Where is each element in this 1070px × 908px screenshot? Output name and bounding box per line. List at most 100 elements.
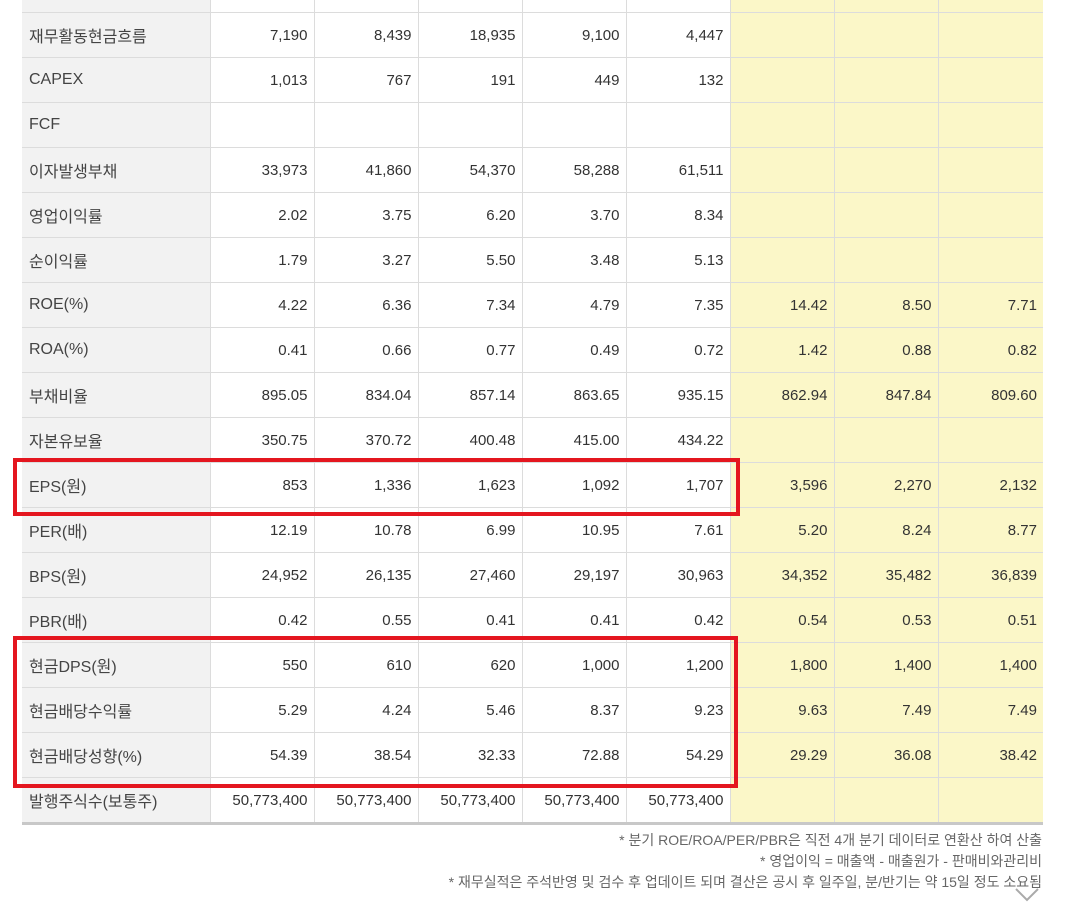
value-cell: 415.00 — [522, 417, 627, 463]
estimate-cell — [730, 57, 835, 103]
value-cell: 0.41 — [418, 597, 523, 643]
value-cell: 50,773,400 — [418, 777, 523, 825]
value-cell: 1,200 — [626, 642, 731, 688]
table-row: 부채비율 895.05 834.04 857.14 863.65 935.15 862.94… — [22, 372, 1043, 418]
table-row: 재무활동현금흐름 7,190 8,439 18,935 9,100 4,447 — [22, 12, 1043, 58]
value-cell — [314, 102, 419, 148]
value-cell: 50,773,400 — [210, 777, 315, 825]
value-cell: 6.20 — [418, 192, 523, 238]
value-cell: 54,370 — [418, 147, 523, 193]
value-cell: 4.79 — [522, 282, 627, 328]
value-cell — [522, 102, 627, 148]
value-cell: 3.27 — [314, 237, 419, 283]
estimate-cell — [834, 777, 939, 825]
footnote-update-schedule: * 재무실적은 주석반영 및 검수 후 업데이트 되며 결산은 공시 후 일주일… — [448, 874, 1042, 890]
value-cell: 2.02 — [210, 192, 315, 238]
table-row: FCF — [22, 102, 1043, 148]
estimate-cell — [938, 147, 1043, 193]
row-label: 현금배당수익률 — [22, 687, 211, 733]
estimate-cell: 5.20 — [730, 507, 835, 553]
row-label: 자본유보율 — [22, 417, 211, 463]
value-cell: 191 — [418, 57, 523, 103]
row-label: 순이익률 — [22, 237, 211, 283]
estimate-cell — [834, 237, 939, 283]
estimate-cell: 8.77 — [938, 507, 1043, 553]
financial-table-container: 재무활동현금흐름 7,190 8,439 18,935 9,100 4,447 CAPEX 1… — [22, 0, 1043, 825]
value-cell: 3.75 — [314, 192, 419, 238]
value-cell — [626, 102, 731, 148]
estimate-cell: 0.88 — [834, 327, 939, 373]
row-label: BPS(원) — [22, 552, 211, 598]
estimate-cell — [938, 192, 1043, 238]
estimate-cell: 36,839 — [938, 552, 1043, 598]
estimate-cell — [938, 102, 1043, 148]
value-cell: 434.22 — [626, 417, 731, 463]
estimate-cell — [730, 102, 835, 148]
value-cell: 8.34 — [626, 192, 731, 238]
estimate-cell: 1.42 — [730, 327, 835, 373]
value-cell: 7.35 — [626, 282, 731, 328]
value-cell: 1,013 — [210, 57, 315, 103]
row-label: 현금배당성향(%) — [22, 732, 211, 778]
table-row: 영업이익률 2.02 3.75 6.20 3.70 8.34 — [22, 192, 1043, 238]
value-cell: 9,100 — [522, 12, 627, 58]
value-cell: 38.54 — [314, 732, 419, 778]
estimate-cell: 1,400 — [834, 642, 939, 688]
value-cell: 0.49 — [522, 327, 627, 373]
value-cell: 29,197 — [522, 552, 627, 598]
chevron-down-icon[interactable] — [1014, 886, 1040, 904]
value-cell: 0.77 — [418, 327, 523, 373]
value-cell: 7.61 — [626, 507, 731, 553]
row-label: PBR(배) — [22, 597, 211, 643]
estimate-cell — [730, 237, 835, 283]
estimate-cell — [730, 777, 835, 825]
value-cell: 5.29 — [210, 687, 315, 733]
value-cell: 132 — [626, 57, 731, 103]
row-label: 부채비율 — [22, 372, 211, 418]
value-cell: 400.48 — [418, 417, 523, 463]
value-cell: 5.46 — [418, 687, 523, 733]
estimate-cell: 9.63 — [730, 687, 835, 733]
estimate-cell: 862.94 — [730, 372, 835, 418]
value-cell: 834.04 — [314, 372, 419, 418]
value-cell: 10.95 — [522, 507, 627, 553]
row-label: EPS(원) — [22, 462, 211, 508]
estimate-cell — [834, 102, 939, 148]
value-cell: 0.42 — [626, 597, 731, 643]
value-cell: 7.34 — [418, 282, 523, 328]
estimate-cell: 2,132 — [938, 462, 1043, 508]
row-label: PER(배) — [22, 507, 211, 553]
estimate-cell — [938, 417, 1043, 463]
value-cell: 12.19 — [210, 507, 315, 553]
financial-table: 재무활동현금흐름 7,190 8,439 18,935 9,100 4,447 CAPEX 1… — [22, 0, 1043, 825]
estimate-cell: 34,352 — [730, 552, 835, 598]
estimate-cell: 7.71 — [938, 282, 1043, 328]
estimate-cell: 29.29 — [730, 732, 835, 778]
value-cell: 1,092 — [522, 462, 627, 508]
value-cell: 33,973 — [210, 147, 315, 193]
value-cell: 54.39 — [210, 732, 315, 778]
value-cell: 41,860 — [314, 147, 419, 193]
value-cell: 8,439 — [314, 12, 419, 58]
estimate-cell — [938, 237, 1043, 283]
value-cell: 1,623 — [418, 462, 523, 508]
estimate-cell: 809.60 — [938, 372, 1043, 418]
row-label: 이자발생부채 — [22, 147, 211, 193]
estimate-cell: 8.50 — [834, 282, 939, 328]
value-cell: 1,336 — [314, 462, 419, 508]
value-cell: 61,511 — [626, 147, 731, 193]
row-label: 재무활동현금흐름 — [22, 12, 211, 58]
value-cell: 857.14 — [418, 372, 523, 418]
value-cell: 370.72 — [314, 417, 419, 463]
estimate-cell — [938, 12, 1043, 58]
estimate-cell: 3,596 — [730, 462, 835, 508]
value-cell: 10.78 — [314, 507, 419, 553]
row-label: ROE(%) — [22, 282, 211, 328]
estimate-cell: 847.84 — [834, 372, 939, 418]
estimate-cell — [834, 417, 939, 463]
estimate-cell: 1,800 — [730, 642, 835, 688]
row-label: 영업이익률 — [22, 192, 211, 238]
value-cell: 3.48 — [522, 237, 627, 283]
estimate-cell — [730, 12, 835, 58]
estimate-cell — [834, 192, 939, 238]
